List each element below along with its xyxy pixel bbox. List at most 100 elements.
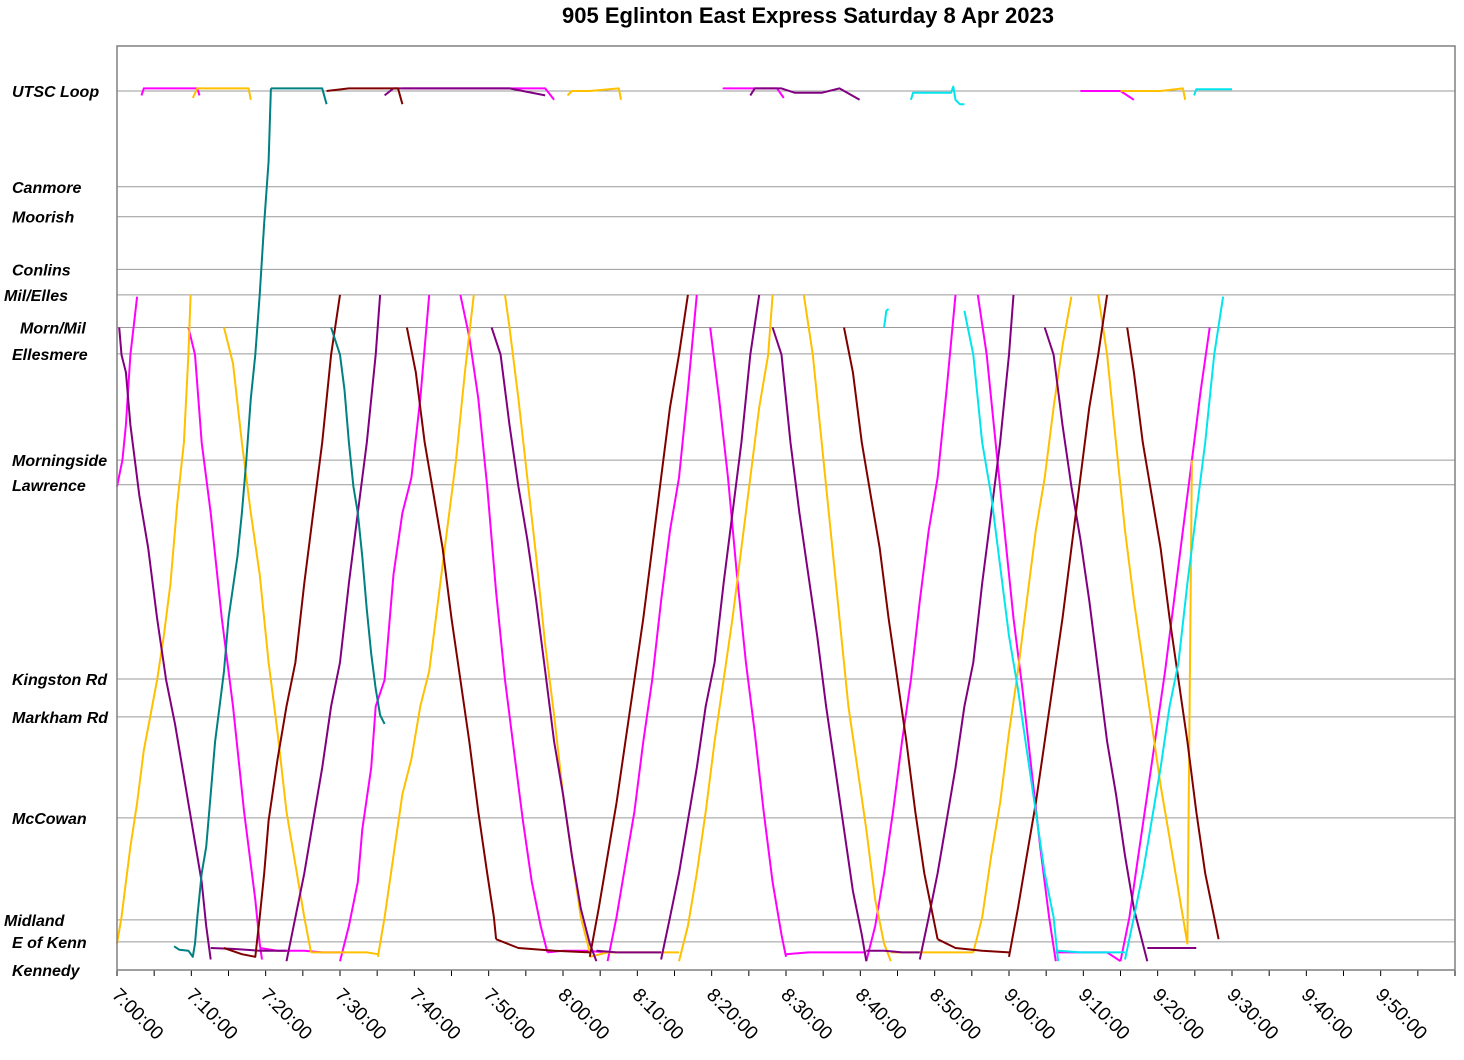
x-tick-label-11: 8:50:00 xyxy=(925,985,985,1045)
trip-line-3-0 xyxy=(223,294,341,958)
trip-line-1-1 xyxy=(223,327,312,953)
x-tick-label-5: 7:50:00 xyxy=(479,985,539,1045)
trip-line-0-15 xyxy=(402,87,555,101)
stop-label-13: E of Kenn xyxy=(12,935,87,952)
trip-series-1 xyxy=(116,87,1193,962)
trip-line-2-8 xyxy=(918,294,1015,960)
stop-label-7: Morningside xyxy=(12,453,107,470)
trip-line-3-6 xyxy=(1008,294,1109,957)
stop-label-14: Kennedy xyxy=(12,963,81,980)
trip-line-1-13 xyxy=(1120,87,1187,100)
x-tick-label-2: 7:20:00 xyxy=(256,985,316,1045)
trip-line-2-3 xyxy=(490,327,598,962)
trip-line-5-4 xyxy=(1124,296,1225,960)
trip-line-2-5 xyxy=(660,294,761,960)
trip-line-3-3 xyxy=(588,294,689,957)
trip-line-0-0 xyxy=(116,296,139,487)
trip-line-0-7 xyxy=(709,327,787,958)
trip-line-1-10 xyxy=(1097,294,1193,945)
time-axis: 7:00:00 7:10:00 7:20:00 7:30:00 7:40:00 7:50:… xyxy=(107,970,1456,1045)
trip-line-2-1 xyxy=(210,947,287,952)
stop-label-2: Moorish xyxy=(12,210,74,227)
trip-line-5-2 xyxy=(963,310,1060,962)
trip-line-0-9 xyxy=(865,294,957,962)
x-tick-label-9: 8:30:00 xyxy=(776,985,836,1045)
trip-line-4-1 xyxy=(270,87,328,105)
trip-line-3-4 xyxy=(843,327,939,940)
trip-line-0-8 xyxy=(785,951,867,956)
x-tick-label-15: 9:30:00 xyxy=(1222,985,1282,1045)
stop-labels: UTSC Loop Canmore Moorish Conlins Mil/Elles M… xyxy=(4,84,109,980)
trip-line-1-12 xyxy=(566,87,622,100)
trip-line-2-7 xyxy=(866,949,920,954)
trip-line-0-3 xyxy=(339,294,431,962)
trip-line-0-6 xyxy=(606,294,698,962)
trip-line-1-2 xyxy=(311,951,379,956)
trip-line-2-4 xyxy=(596,949,662,954)
x-tick-label-10: 8:40:00 xyxy=(851,985,911,1045)
trip-line-0-16 xyxy=(722,87,785,99)
trip-series-3 xyxy=(223,87,1220,958)
trip-line-1-4 xyxy=(504,294,591,953)
x-tick-label-0: 7:00:00 xyxy=(107,985,167,1045)
trip-line-1-7 xyxy=(802,294,892,962)
trip-line-0-14 xyxy=(140,87,201,96)
trip-line-5-5 xyxy=(1193,88,1232,96)
x-tick-label-4: 7:40:00 xyxy=(405,985,465,1045)
trip-line-1-3 xyxy=(376,294,475,957)
x-tick-label-17: 9:50:00 xyxy=(1371,985,1431,1045)
trip-line-0-10 xyxy=(976,294,1057,962)
x-tick-label-13: 9:10:00 xyxy=(1074,985,1134,1045)
trip-line-1-6 xyxy=(678,294,774,962)
trip-line-2-0 xyxy=(118,327,212,960)
trip-line-3-5 xyxy=(937,938,1010,954)
stop-label-6: Ellesmere xyxy=(12,347,88,364)
stop-label-9: Kingston Rd xyxy=(12,672,108,689)
trip-line-0-12 xyxy=(1119,327,1211,962)
x-tick-label-3: 7:30:00 xyxy=(330,985,390,1045)
trip-line-2-9 xyxy=(1043,327,1149,962)
x-tick-label-16: 9:40:00 xyxy=(1297,985,1357,1045)
trip-line-1-9 xyxy=(972,296,1073,953)
stop-label-0: UTSC Loop xyxy=(12,84,99,101)
x-tick-label-14: 9:20:00 xyxy=(1148,985,1208,1045)
trip-line-3-8 xyxy=(326,87,404,105)
trip-line-0-11 xyxy=(1055,951,1122,963)
trip-line-1-11 xyxy=(191,87,252,100)
trip-line-0-13 xyxy=(1080,90,1135,101)
trip-line-0-4 xyxy=(459,294,549,953)
stop-label-3: Conlins xyxy=(12,262,71,279)
trip-line-1-0 xyxy=(116,294,192,944)
x-tick-label-8: 8:20:00 xyxy=(702,985,762,1045)
stop-gridlines xyxy=(117,90,1455,943)
stop-label-12: Midland xyxy=(4,913,66,930)
x-tick-label-6: 8:00:00 xyxy=(553,985,613,1045)
x-tick-label-12: 9:00:00 xyxy=(999,985,1059,1045)
trip-line-4-2 xyxy=(330,327,386,725)
trip-line-3-1 xyxy=(405,327,498,940)
x-tick-label-1: 7:10:00 xyxy=(182,985,242,1045)
trip-line-2-12 xyxy=(749,87,861,101)
stop-label-8: Lawrence xyxy=(12,478,86,495)
trip-series-0 xyxy=(116,87,1211,963)
trip-line-3-7 xyxy=(1126,327,1220,940)
stop-label-1: Canmore xyxy=(12,180,81,197)
trip-line-2-6 xyxy=(771,327,868,962)
trip-line-3-2 xyxy=(495,938,590,954)
trip-line-5-1 xyxy=(909,85,965,106)
stop-label-5: Morn/Mil xyxy=(20,320,86,337)
trip-line-5-3 xyxy=(1058,949,1125,954)
stop-label-4: Mil/Elles xyxy=(4,288,68,305)
trip-line-4-0 xyxy=(173,88,272,958)
trip-line-2-2 xyxy=(285,294,382,962)
plot-frame xyxy=(116,45,1456,971)
trip-line-5-0 xyxy=(883,308,890,328)
x-tick-label-7: 8:10:00 xyxy=(628,985,688,1045)
trip-series-2 xyxy=(118,87,1197,962)
stop-label-10: Markham Rd xyxy=(12,710,109,727)
trip-series-5 xyxy=(883,85,1232,962)
trip-line-2-11 xyxy=(383,87,546,97)
chart-title: 905 Eglinton East Express Saturday 8 Apr… xyxy=(562,3,1054,28)
stop-label-11: McCowan xyxy=(12,811,87,828)
